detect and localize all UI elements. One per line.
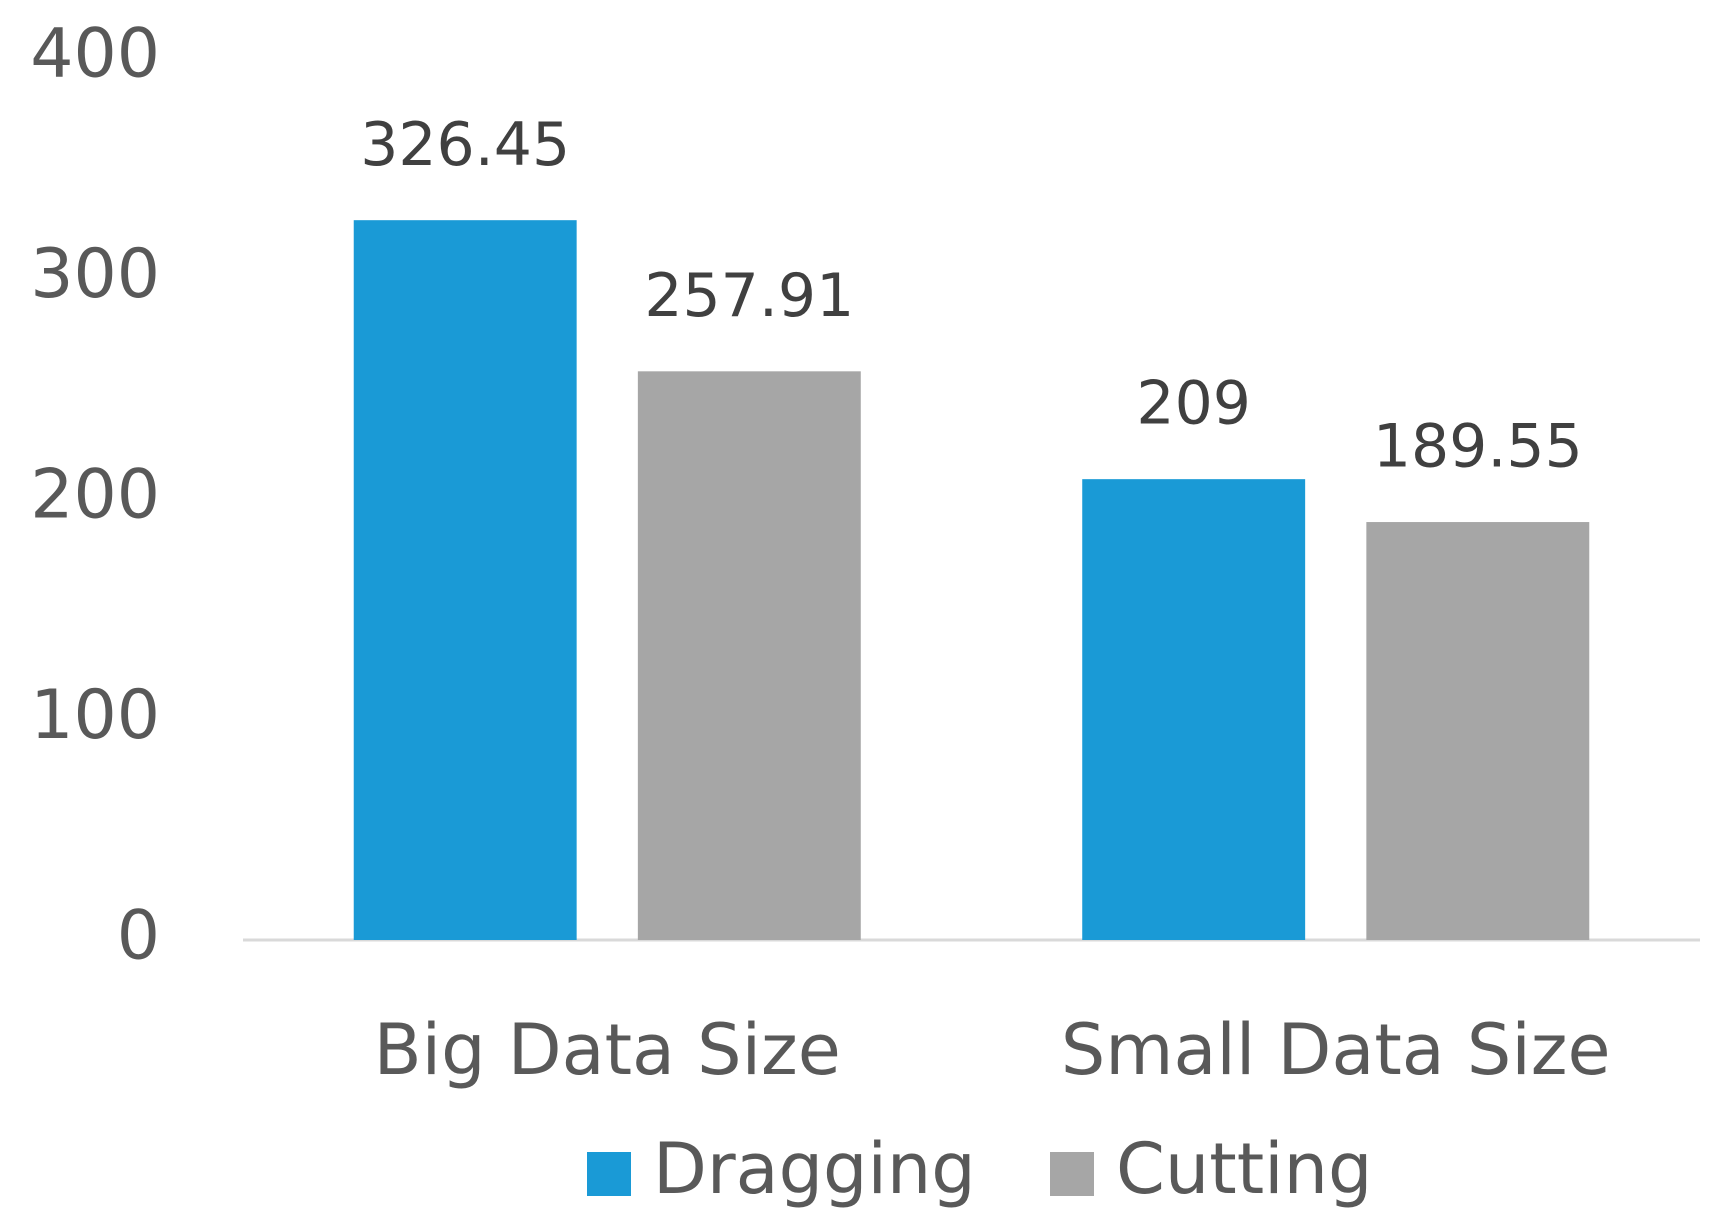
legend-label: Cutting: [1116, 1128, 1372, 1210]
value-label: 326.45: [360, 110, 570, 180]
bar: [1366, 522, 1590, 940]
y-tick-label: 200: [30, 456, 160, 535]
bar: [637, 371, 861, 940]
legend-swatch: [1050, 1152, 1094, 1196]
legend-label: Dragging: [653, 1128, 976, 1210]
bar: [353, 220, 577, 941]
value-label: 257.91: [644, 261, 854, 331]
bar: [1082, 479, 1306, 940]
x-tick-label: Big Data Size: [374, 1009, 841, 1091]
y-tick-label: 0: [117, 897, 160, 976]
x-tick-label: Small Data Size: [1061, 1009, 1611, 1091]
y-tick-label: 300: [30, 235, 160, 314]
value-label: 189.55: [1373, 412, 1583, 482]
value-label: 209: [1136, 369, 1251, 439]
legend-swatch: [587, 1152, 631, 1196]
y-tick-label: 400: [30, 15, 160, 94]
y-tick-label: 100: [30, 676, 160, 755]
